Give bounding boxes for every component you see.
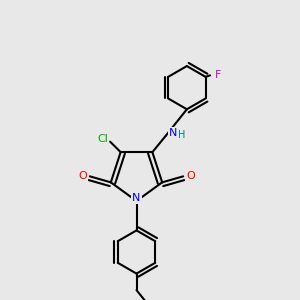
Text: O: O [186, 171, 195, 181]
Text: H: H [178, 130, 185, 140]
Text: Cl: Cl [97, 134, 108, 144]
Text: N: N [169, 128, 178, 138]
Text: F: F [214, 70, 221, 80]
Text: N: N [132, 193, 141, 203]
Text: O: O [78, 171, 87, 181]
